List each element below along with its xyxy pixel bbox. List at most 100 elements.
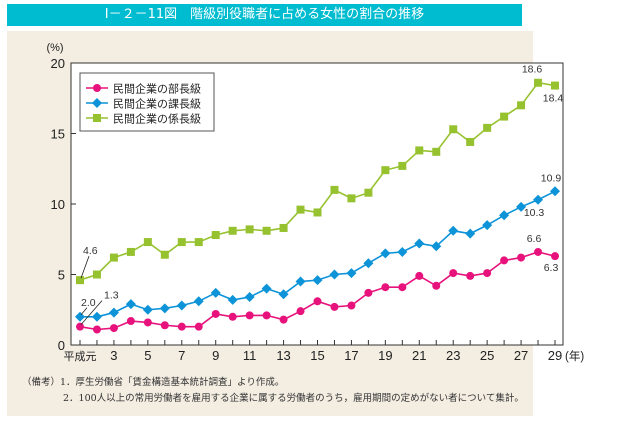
data-point-diamond xyxy=(448,225,459,236)
data-point-circle xyxy=(93,84,101,92)
data-point-square xyxy=(381,166,390,175)
data-point-square xyxy=(279,223,288,232)
data-point-diamond xyxy=(516,201,527,212)
data-point-circle xyxy=(76,322,84,331)
annotation-leader xyxy=(80,256,90,279)
data-point-square xyxy=(262,226,271,235)
data-point-circle xyxy=(228,312,237,321)
data-label: 18.6 xyxy=(522,64,543,76)
y-tick-label: 0 xyxy=(58,338,65,353)
data-point-diamond xyxy=(261,283,272,294)
data-point-diamond xyxy=(108,307,119,318)
data-point-diamond xyxy=(482,220,493,231)
data-point-diamond xyxy=(431,241,442,252)
data-point-circle xyxy=(415,271,424,280)
x-axis-unit: (年) xyxy=(565,349,584,363)
x-tick-label: 11 xyxy=(243,348,257,363)
note-1-text: 1．厚生労働省「賃金構造基本統計調査」より作成。 xyxy=(60,377,285,388)
legend-label: 民間企業の課長級 xyxy=(113,97,201,111)
data-point-diamond xyxy=(125,299,136,310)
data-label: 10.3 xyxy=(524,207,545,219)
data-point-circle xyxy=(534,247,543,256)
y-tick-label: 15 xyxy=(51,127,65,142)
data-point-diamond xyxy=(75,311,85,322)
data-point-square xyxy=(330,185,339,194)
data-point-diamond xyxy=(329,269,340,280)
data-point-square xyxy=(92,270,101,279)
legend-box xyxy=(79,72,215,132)
x-tick-label: 平成元 xyxy=(64,350,97,363)
data-point-diamond xyxy=(92,98,102,108)
annotation-leader xyxy=(80,300,103,325)
data-point-circle xyxy=(211,309,220,318)
data-point-diamond xyxy=(380,248,391,259)
data-point-square xyxy=(93,114,101,122)
data-point-diamond xyxy=(176,300,187,311)
data-point-diamond xyxy=(142,304,153,315)
x-tick-label: 23 xyxy=(446,348,460,363)
data-point-diamond xyxy=(550,186,560,197)
data-point-square xyxy=(228,226,237,235)
data-label: 10.9 xyxy=(541,172,562,184)
y-axis-unit: (%) xyxy=(46,42,63,54)
data-point-square xyxy=(415,146,424,155)
data-point-circle xyxy=(126,317,135,326)
data-point-diamond xyxy=(397,246,408,257)
data-point-square xyxy=(517,101,526,110)
data-point-diamond xyxy=(346,268,357,279)
data-point-square xyxy=(551,81,559,90)
data-point-square xyxy=(364,188,373,197)
data-point-square xyxy=(432,147,441,156)
data-label: 2.0 xyxy=(81,297,96,309)
data-point-circle xyxy=(347,301,356,310)
data-point-circle xyxy=(177,322,186,331)
data-label: 18.4 xyxy=(543,93,564,105)
data-point-square xyxy=(160,250,169,259)
data-point-square xyxy=(466,137,475,146)
x-tick-label: 25 xyxy=(480,348,494,363)
x-tick-label: 7 xyxy=(178,348,185,363)
data-point-diamond xyxy=(295,276,306,287)
note-line-2: 2．100人以上の常用労働者を雇用する企業に属する労働者のうち，雇用期間の定めが… xyxy=(63,393,524,404)
x-tick-label: 21 xyxy=(412,348,426,363)
data-point-square xyxy=(143,238,152,247)
data-point-square xyxy=(483,123,492,132)
data-point-circle xyxy=(109,324,118,333)
data-point-circle xyxy=(313,297,322,306)
data-point-square xyxy=(449,125,458,134)
x-tick-label: 19 xyxy=(378,348,392,363)
data-point-circle xyxy=(92,325,101,334)
data-point-square xyxy=(177,238,186,247)
data-point-diamond xyxy=(363,258,374,269)
figure-title-bar: Ⅰ－２－11図 階級別役職者に占める女性の割合の推移 xyxy=(7,4,522,26)
x-tick-label: 27 xyxy=(514,348,528,363)
data-point-diamond xyxy=(312,275,323,286)
data-point-diamond xyxy=(465,228,476,239)
data-point-diamond xyxy=(499,210,510,221)
legend-label: 民間企業の係長級 xyxy=(113,112,201,126)
data-point-diamond xyxy=(159,303,170,314)
data-point-circle xyxy=(398,283,407,292)
data-point-diamond xyxy=(210,287,221,298)
data-point-circle xyxy=(432,281,441,290)
data-point-diamond xyxy=(533,194,544,205)
data-label: 6.3 xyxy=(544,262,559,274)
legend-label: 民間企業の部長級 xyxy=(113,82,201,96)
x-tick-label: 17 xyxy=(344,348,358,363)
data-point-circle xyxy=(245,311,254,320)
note-line-1: （備考）1．厚生労働省「賃金構造基本統計調査」より作成。 xyxy=(22,375,524,391)
data-point-circle xyxy=(194,322,203,331)
data-point-square xyxy=(534,78,543,87)
data-point-circle xyxy=(262,311,271,320)
x-tick-label: 29 xyxy=(548,348,562,363)
y-tick-label: 20 xyxy=(51,56,65,71)
data-point-square xyxy=(245,225,254,234)
notes: （備考）1．厚生労働省「賃金構造基本統計調査」より作成。 2．100人以上の常用… xyxy=(22,375,524,407)
x-tick-label: 13 xyxy=(276,348,290,363)
annotation-leader xyxy=(80,307,88,316)
data-point-diamond xyxy=(278,289,289,300)
data-point-square xyxy=(211,231,220,240)
data-point-circle xyxy=(517,253,526,262)
data-point-square xyxy=(313,208,322,217)
data-point-circle xyxy=(279,315,288,324)
